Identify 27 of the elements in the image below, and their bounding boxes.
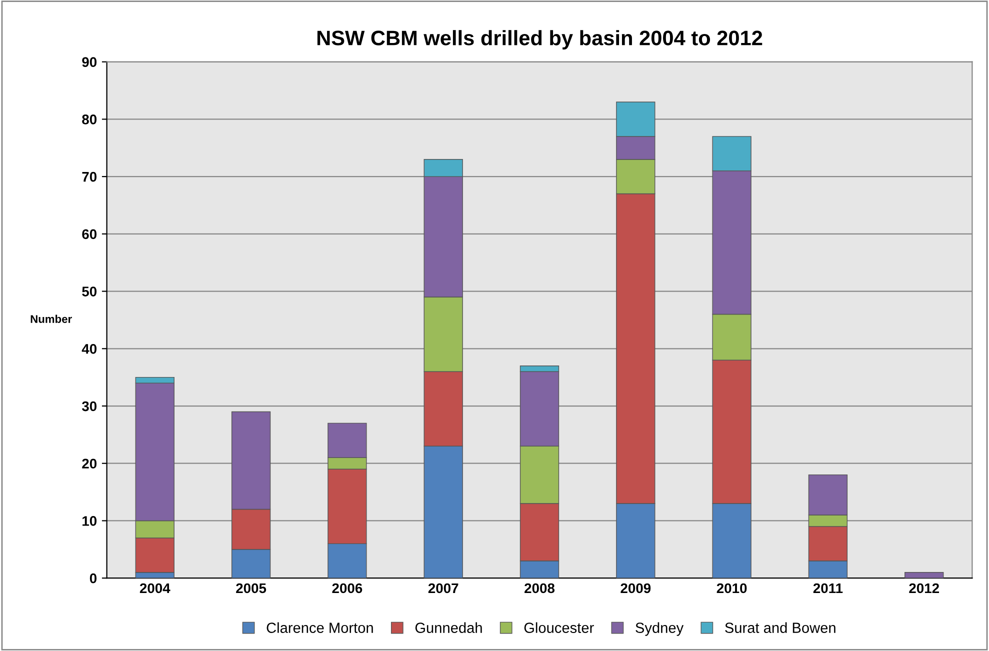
legend-label: Clarence Morton bbox=[266, 622, 373, 633]
y-tick-label: 30 bbox=[82, 401, 97, 412]
y-tick-label: 10 bbox=[82, 516, 97, 526]
y-tick-label: 0 bbox=[90, 573, 97, 584]
y-tick-label: 20 bbox=[82, 458, 97, 469]
legend-label: Sydney bbox=[636, 622, 684, 636]
y-tick-label: 60 bbox=[82, 229, 97, 240]
legend-label: Gunnedah bbox=[415, 622, 482, 633]
y-tick-label: 40 bbox=[82, 344, 97, 354]
legend-label: Surat and Bowen bbox=[725, 622, 836, 633]
x-tick-label: 2011 bbox=[813, 583, 843, 594]
x-tick-label: 2010 bbox=[716, 583, 747, 594]
legend-label: Gloucester bbox=[524, 622, 594, 633]
y-axis-title: Number bbox=[30, 314, 72, 323]
x-tick-label: 2006 bbox=[332, 583, 362, 594]
y-tick-label: 70 bbox=[82, 172, 97, 182]
chart-title: NSW CBM wells drilled by basin 2004 to 2012 bbox=[317, 30, 762, 50]
x-tick-label: 2012 bbox=[909, 583, 940, 594]
x-tick-label: 2004 bbox=[140, 583, 170, 594]
x-tick-label: 2007 bbox=[428, 583, 458, 594]
x-tick-label: 2009 bbox=[620, 583, 651, 594]
y-tick-label: 80 bbox=[82, 114, 97, 124]
y-tick-label: 90 bbox=[82, 57, 97, 68]
bar bbox=[904, 572, 944, 578]
x-tick-label: 2008 bbox=[524, 583, 555, 594]
y-tick-label: 50 bbox=[82, 286, 97, 296]
x-tick-label: 2005 bbox=[236, 583, 266, 594]
